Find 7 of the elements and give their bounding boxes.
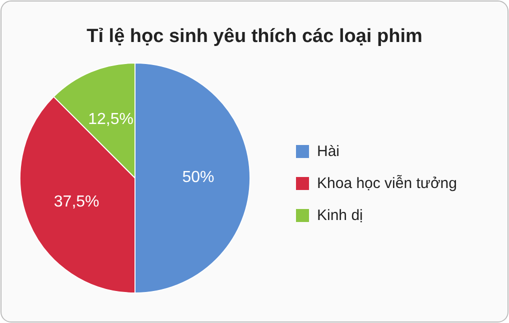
legend-label: Khoa học viễn tưởng	[317, 174, 457, 192]
legend-label: Hài	[317, 142, 340, 160]
data-label: 50%	[182, 169, 214, 186]
legend-label: Kinh dị	[317, 206, 363, 224]
data-label: 37,5%	[54, 193, 100, 210]
chart-title: Tỉ lệ học sinh yêu thích các loại phim	[86, 26, 422, 47]
data-label: 12,5%	[88, 110, 134, 128]
